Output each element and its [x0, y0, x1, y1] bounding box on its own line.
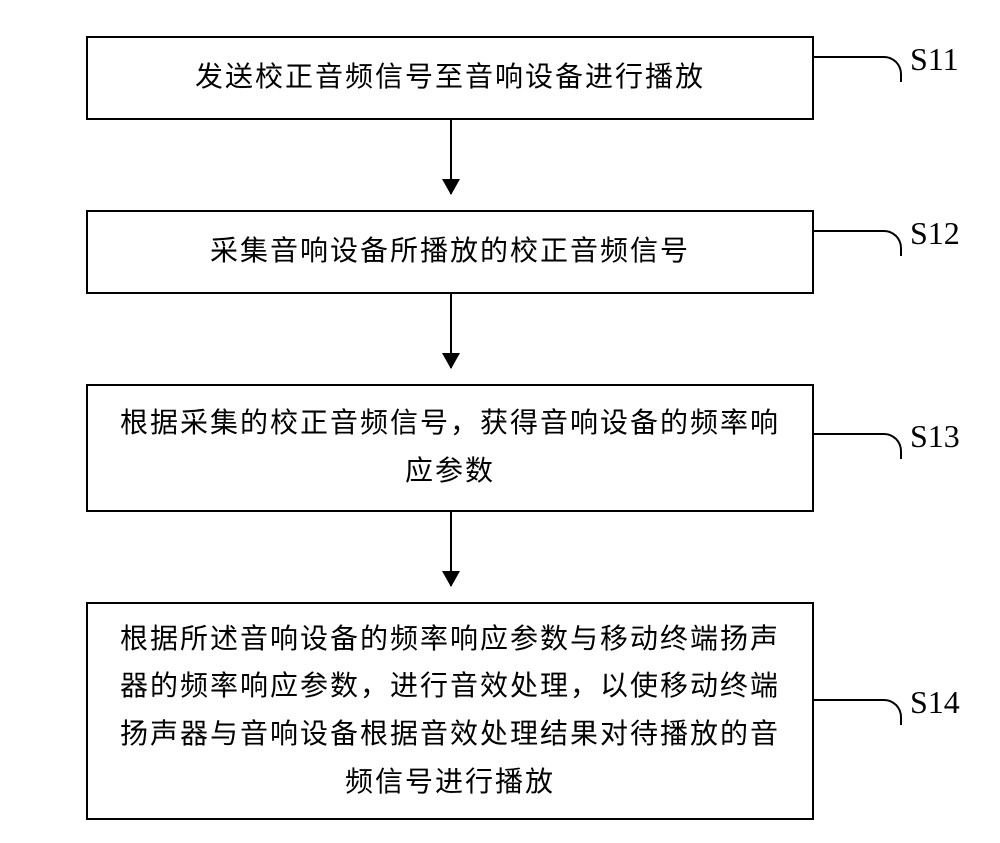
- step-text: 采集音响设备所播放的校正音频信号: [210, 228, 690, 276]
- flow-arrow: [450, 120, 452, 194]
- step-label-s13: S13: [910, 418, 960, 455]
- flow-step-s12: 采集音响设备所播放的校正音频信号: [86, 210, 814, 294]
- flow-arrow: [450, 512, 452, 586]
- step-label-s14: S14: [910, 684, 960, 721]
- label-connector: [814, 433, 902, 459]
- label-connector: [814, 56, 902, 82]
- flow-step-s14: 根据所述音响设备的频率响应参数与移动终端扬声器的频率响应参数，进行音效处理，以使…: [86, 602, 814, 820]
- flow-arrow: [450, 294, 452, 368]
- label-connector: [814, 699, 902, 725]
- step-text: 发送校正音频信号至音响设备进行播放: [195, 54, 705, 102]
- label-connector: [814, 230, 902, 256]
- step-text: 根据采集的校正音频信号，获得音响设备的频率响应参数: [116, 400, 784, 495]
- step-label-s11: S11: [910, 41, 959, 78]
- flow-step-s13: 根据采集的校正音频信号，获得音响设备的频率响应参数: [86, 384, 814, 512]
- flow-step-s11: 发送校正音频信号至音响设备进行播放: [86, 36, 814, 120]
- step-label-s12: S12: [910, 215, 960, 252]
- step-text: 根据所述音响设备的频率响应参数与移动终端扬声器的频率响应参数，进行音效处理，以使…: [116, 616, 784, 806]
- flowchart-container: 发送校正音频信号至音响设备进行播放 S11 采集音响设备所播放的校正音频信号 S…: [0, 0, 1000, 843]
